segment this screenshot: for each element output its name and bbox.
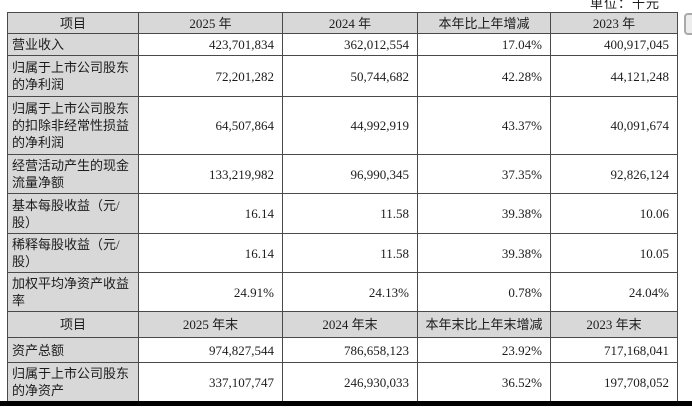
value-cell: 72,201,282 [138, 55, 283, 97]
value-cell: 24.13% [282, 272, 418, 312]
value-cell: 39.38% [417, 193, 551, 234]
value-cell: 974,827,544 [138, 337, 283, 363]
value-cell: 246,930,033 [282, 362, 418, 402]
value-cell: 24.91% [138, 272, 283, 312]
header-cell: 2024 年末 [282, 311, 418, 338]
value-cell: 786,658,123 [282, 337, 418, 363]
value-cell: 10.06 [550, 193, 678, 234]
header-cell: 2023 年 [550, 12, 678, 34]
value-cell: 0.78% [417, 272, 551, 312]
row-label-cell: 经营活动产生的现金流量净额 [7, 154, 139, 194]
table-row: 归属于上市公司股东的净资产 337,107,747 246,930,033 36.52… [7, 362, 678, 402]
value-cell: 39.38% [417, 233, 551, 273]
header-cell: 本年比上年增减 [417, 12, 551, 34]
table-row: 营业收入 423,701,834 362,012,554 17.04% 400,917,… [7, 33, 678, 56]
row-label-cell: 归属于上市公司股东的净资产 [7, 362, 139, 402]
value-cell: 24.04% [550, 272, 678, 312]
value-cell: 42.28% [417, 55, 551, 97]
financial-summary-table: 项目 2025 年 2024 年本年比上年增减 2023 年营业收入 423,701,8… [7, 12, 678, 402]
value-cell: 44,121,248 [550, 55, 678, 97]
value-cell: 400,917,045 [550, 33, 678, 56]
table-row: 经营活动产生的现金流量净额 133,219,982 96,990,345 37.35%… [7, 154, 678, 194]
table-row: 资产总额 974,827,544 786,658,123 23.92% 717,168,… [7, 337, 678, 363]
header-cell: 2025 年 [138, 12, 283, 34]
table-row: 稀释每股收益（元/股） 16.14 11.58 39.38% 10.05 [7, 233, 678, 273]
value-cell: 17.04% [417, 33, 551, 56]
table-row: 归属于上市公司股东的净利润 72,201,282 50,744,682 42.28% 4… [7, 55, 678, 97]
value-cell: 23.92% [417, 337, 551, 363]
table-row: 基本每股收益（元/股） 16.14 11.58 39.38% 10.06 [7, 193, 678, 234]
value-cell: 16.14 [138, 193, 283, 234]
table-body: 项目 2025 年 2024 年本年比上年增减 2023 年营业收入 423,701,8… [7, 12, 678, 402]
header-cell: 2024 年 [282, 12, 418, 34]
unit-label: 单位：千元 [589, 0, 660, 11]
table-header-row: 项目 2025 年末 2024 年末 本年末比上年末增减 2023 年末 [7, 311, 678, 338]
row-label-cell: 营业收入 [7, 33, 139, 56]
value-cell: 44,992,919 [282, 96, 418, 155]
value-cell: 37.35% [417, 154, 551, 194]
value-cell: 11.58 [282, 193, 418, 234]
value-cell: 96,990,345 [282, 154, 418, 194]
row-label-cell: 归属于上市公司股东的扣除非经常性损益的净利润 [7, 96, 139, 155]
value-cell: 362,012,554 [282, 33, 418, 56]
value-cell: 40,091,674 [550, 96, 678, 155]
header-cell: 2023 年末 [550, 311, 678, 338]
value-cell: 36.52% [417, 362, 551, 402]
value-cell: 133,219,982 [138, 154, 283, 194]
value-cell: 64,507,864 [138, 96, 283, 155]
header-cell: 本年末比上年末增减 [417, 311, 551, 338]
header-cell: 2025 年末 [138, 311, 283, 338]
value-cell: 423,701,834 [138, 33, 283, 56]
clipped-side-widget [684, 13, 692, 35]
value-cell: 10.05 [550, 233, 678, 273]
value-cell: 50,744,682 [282, 55, 418, 97]
header-cell: 项目 [7, 12, 139, 34]
value-cell: 43.37% [417, 96, 551, 155]
value-cell: 11.58 [282, 233, 418, 273]
table-header-row: 项目 2025 年 2024 年本年比上年增减 2023 年 [7, 12, 678, 34]
row-label-cell: 归属于上市公司股东的净利润 [7, 55, 139, 97]
header-cell: 项目 [7, 311, 139, 338]
value-cell: 337,107,747 [138, 362, 283, 402]
bottom-divider-bar [0, 401, 692, 406]
value-cell: 197,708,052 [550, 362, 678, 402]
row-label-cell: 基本每股收益（元/股） [7, 193, 139, 234]
row-label-cell: 稀释每股收益（元/股） [7, 233, 139, 273]
table-row: 归属于上市公司股东的扣除非经常性损益的净利润 64,507,864 44,992,9… [7, 96, 678, 155]
row-label-cell: 加权平均净资产收益率 [7, 272, 139, 312]
value-cell: 92,826,124 [550, 154, 678, 194]
table-row: 加权平均净资产收益率 24.91% 24.13% 0.78% 24.04% [7, 272, 678, 312]
row-label-cell: 资产总额 [7, 337, 139, 363]
value-cell: 717,168,041 [550, 337, 678, 363]
value-cell: 16.14 [138, 233, 283, 273]
